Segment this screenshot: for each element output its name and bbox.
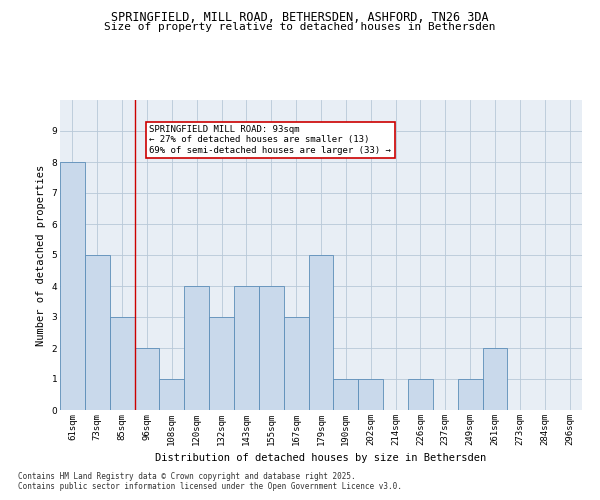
Bar bbox=[408, 379, 433, 410]
X-axis label: Distribution of detached houses by size in Bethersden: Distribution of detached houses by size … bbox=[155, 454, 487, 464]
Bar bbox=[334, 379, 358, 410]
Text: Contains HM Land Registry data © Crown copyright and database right 2025.: Contains HM Land Registry data © Crown c… bbox=[18, 472, 356, 481]
Text: Contains public sector information licensed under the Open Government Licence v3: Contains public sector information licen… bbox=[18, 482, 402, 491]
Bar bbox=[458, 379, 482, 410]
Bar bbox=[234, 286, 259, 410]
Bar bbox=[60, 162, 85, 410]
Text: SPRINGFIELD MILL ROAD: 93sqm
← 27% of detached houses are smaller (13)
69% of se: SPRINGFIELD MILL ROAD: 93sqm ← 27% of de… bbox=[149, 125, 391, 154]
Text: SPRINGFIELD, MILL ROAD, BETHERSDEN, ASHFORD, TN26 3DA: SPRINGFIELD, MILL ROAD, BETHERSDEN, ASHF… bbox=[111, 11, 489, 24]
Bar bbox=[358, 379, 383, 410]
Bar bbox=[482, 348, 508, 410]
Bar bbox=[284, 317, 308, 410]
Bar bbox=[110, 317, 134, 410]
Bar bbox=[259, 286, 284, 410]
Y-axis label: Number of detached properties: Number of detached properties bbox=[36, 164, 46, 346]
Bar bbox=[134, 348, 160, 410]
Bar bbox=[160, 379, 184, 410]
Bar bbox=[308, 255, 334, 410]
Bar bbox=[209, 317, 234, 410]
Bar bbox=[85, 255, 110, 410]
Bar bbox=[184, 286, 209, 410]
Text: Size of property relative to detached houses in Bethersden: Size of property relative to detached ho… bbox=[104, 22, 496, 32]
